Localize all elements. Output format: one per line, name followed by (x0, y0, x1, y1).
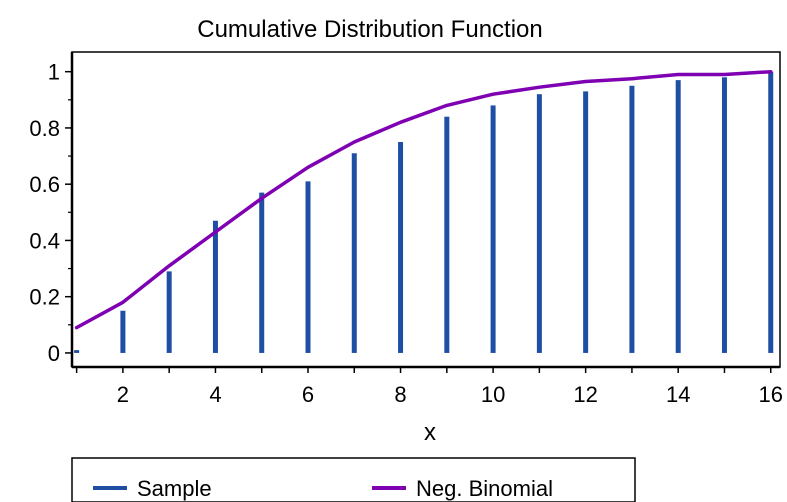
sample-bar (583, 91, 589, 353)
sample-bar (212, 220, 218, 353)
legend-box (71, 457, 636, 502)
x-tick-label: 4 (209, 382, 221, 407)
neg-binomial-line (74, 69, 773, 330)
plot-area-border (71, 51, 781, 368)
y-tick-label: 0.6 (29, 172, 60, 197)
sample-bar (74, 350, 80, 353)
legend: Sample Neg. Binomial (71, 457, 636, 502)
sample-bar (629, 85, 635, 353)
y-tick-label: 1 (48, 60, 60, 85)
sample-bar (444, 116, 450, 353)
sample-bar (166, 271, 172, 353)
sample-bar (536, 94, 542, 353)
legend-label-neg-binomial: Neg. Binomial (416, 476, 553, 501)
y-tick-label: 0 (48, 341, 60, 366)
x-tick-label: 12 (573, 382, 597, 407)
y-axis-ticks: 0 0.2 0.4 0.6 0.8 1 (29, 60, 72, 366)
x-axis-ticks: 2 4 6 8 10 12 14 16 (75, 367, 783, 407)
y-tick-label: 0.2 (29, 285, 60, 310)
sample-bar (120, 310, 126, 353)
x-tick-label: 8 (394, 382, 406, 407)
sample-bar (351, 153, 357, 353)
sample-bar (305, 181, 311, 353)
x-tick-label: 10 (481, 382, 505, 407)
legend-label-sample: Sample (137, 476, 212, 501)
x-tick-label: 2 (117, 382, 129, 407)
y-tick-label: 0.8 (29, 116, 60, 141)
x-tick-label: 6 (302, 382, 314, 407)
x-axis-title: x (424, 419, 436, 446)
sample-bar (768, 71, 774, 353)
sample-bar (721, 77, 727, 353)
sample-bar (398, 142, 404, 353)
sample-bar (259, 192, 265, 353)
sample-bars (74, 71, 774, 353)
y-tick-label: 0.4 (29, 228, 60, 253)
sample-bar (675, 80, 681, 353)
x-tick-label: 14 (666, 382, 690, 407)
plot-frame (70, 51, 781, 369)
sample-bar (490, 105, 496, 353)
chart-title: Cumulative Distribution Function (197, 16, 542, 43)
x-tick-label: 16 (759, 382, 783, 407)
neg-binomial-line-group (74, 69, 773, 330)
